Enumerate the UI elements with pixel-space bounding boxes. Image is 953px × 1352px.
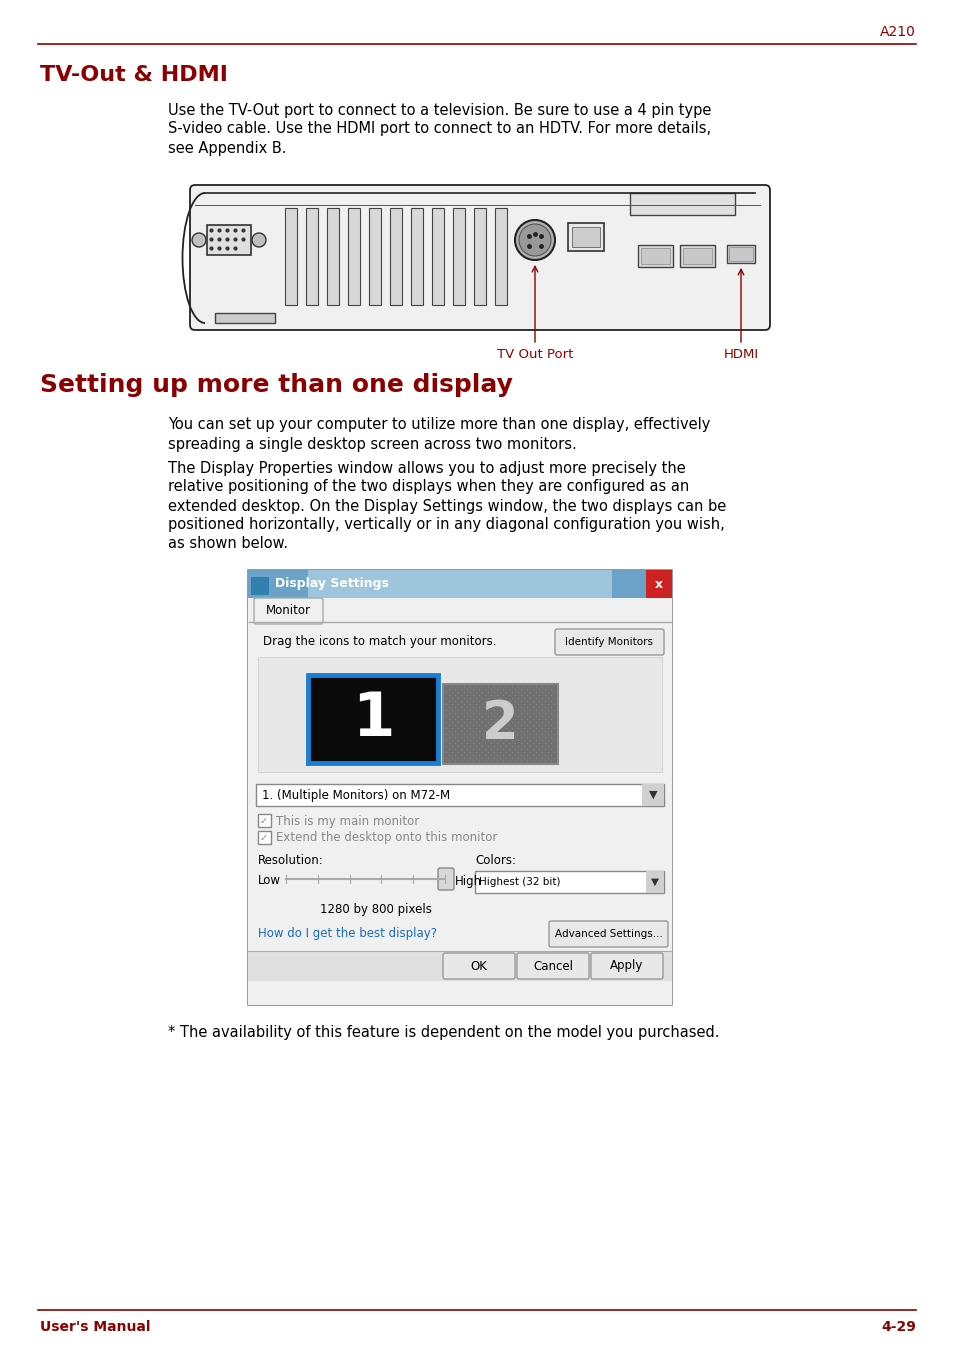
Text: OK: OK	[470, 960, 487, 972]
Text: spreading a single desktop screen across two monitors.: spreading a single desktop screen across…	[168, 437, 577, 452]
Text: positioned horizontally, vertically or in any diagonal configuration you wish,: positioned horizontally, vertically or i…	[168, 518, 724, 533]
Text: S-video cable. Use the HDMI port to connect to an HDTV. For more details,: S-video cable. Use the HDMI port to conn…	[168, 122, 710, 137]
Bar	[248, 571, 671, 1005]
Text: You can set up your computer to utilize more than one display, effectively: You can set up your computer to utilize …	[168, 418, 710, 433]
Text: User's Manual: User's Manual	[40, 1320, 151, 1334]
Bar	[257, 831, 271, 844]
Bar	[572, 227, 599, 247]
Bar	[726, 245, 754, 264]
FancyBboxPatch shape	[437, 868, 454, 890]
Text: Extend the desktop onto this monitor: Extend the desktop onto this monitor	[275, 831, 497, 845]
Text: see Appendix B.: see Appendix B.	[168, 141, 286, 155]
Bar	[442, 684, 558, 764]
Text: ▼: ▼	[648, 790, 657, 800]
Text: Highest (32 bit): Highest (32 bit)	[478, 877, 560, 887]
Bar	[369, 208, 380, 306]
Bar	[432, 208, 443, 306]
FancyBboxPatch shape	[442, 953, 515, 979]
Text: Identify Monitors: Identify Monitors	[565, 637, 653, 648]
Text: Low: Low	[257, 875, 281, 887]
Bar	[348, 208, 359, 306]
FancyBboxPatch shape	[548, 921, 667, 946]
Bar	[257, 814, 271, 827]
Bar	[248, 571, 671, 598]
Bar	[248, 598, 671, 1005]
Text: 1280 by 800 pixels: 1280 by 800 pixels	[319, 903, 431, 915]
Text: Drag the icons to match your monitors.: Drag the icons to match your monitors.	[263, 635, 496, 649]
Bar	[207, 224, 251, 256]
Text: Advanced Settings...: Advanced Settings...	[554, 929, 661, 940]
FancyBboxPatch shape	[253, 598, 323, 625]
Text: HDMI: HDMI	[722, 349, 758, 361]
FancyBboxPatch shape	[555, 629, 663, 654]
Text: as shown below.: as shown below.	[168, 537, 288, 552]
Text: Cancel: Cancel	[533, 960, 573, 972]
Bar	[308, 571, 612, 598]
Bar	[453, 208, 464, 306]
Bar	[257, 657, 661, 772]
Text: 4-29: 4-29	[881, 1320, 915, 1334]
Bar	[640, 247, 669, 264]
Text: TV Out Port: TV Out Port	[497, 349, 573, 361]
Bar	[255, 784, 663, 806]
Text: Setting up more than one display: Setting up more than one display	[40, 373, 513, 397]
Ellipse shape	[192, 233, 206, 247]
Text: ✓: ✓	[260, 817, 268, 826]
Text: Colors:: Colors:	[475, 854, 516, 868]
Bar	[308, 675, 437, 763]
Text: Apply: Apply	[610, 960, 643, 972]
Bar	[645, 871, 663, 894]
Text: extended desktop. On the Display Settings window, the two displays can be: extended desktop. On the Display Setting…	[168, 499, 725, 514]
Text: Use the TV-Out port to connect to a television. Be sure to use a 4 pin type: Use the TV-Out port to connect to a tele…	[168, 103, 711, 118]
Bar	[327, 208, 338, 306]
Bar	[728, 247, 752, 261]
Ellipse shape	[252, 233, 266, 247]
Text: relative positioning of the two displays when they are configured as an: relative positioning of the two displays…	[168, 480, 688, 495]
Text: ▼: ▼	[650, 877, 659, 887]
Bar	[679, 245, 714, 266]
Bar	[390, 208, 401, 306]
Bar	[285, 208, 296, 306]
Text: Resolution:: Resolution:	[257, 854, 323, 868]
Text: * The availability of this feature is dependent on the model you purchased.: * The availability of this feature is de…	[168, 1026, 719, 1041]
Bar	[475, 871, 663, 894]
FancyBboxPatch shape	[590, 953, 662, 979]
Text: 1: 1	[352, 690, 394, 749]
Text: The Display Properties window allows you to adjust more precisely the: The Display Properties window allows you…	[168, 461, 685, 476]
Text: ✓: ✓	[260, 833, 268, 844]
Bar	[682, 247, 711, 264]
Text: 2: 2	[481, 698, 518, 750]
Text: x: x	[655, 577, 662, 591]
Bar	[495, 208, 506, 306]
Bar	[214, 314, 274, 323]
Text: A210: A210	[880, 24, 915, 39]
Text: This is my main monitor: This is my main monitor	[275, 814, 418, 827]
Bar	[645, 571, 671, 598]
Bar	[629, 193, 734, 215]
Bar	[567, 223, 603, 251]
FancyBboxPatch shape	[517, 953, 588, 979]
Bar	[474, 208, 485, 306]
Bar	[638, 245, 672, 266]
FancyBboxPatch shape	[190, 185, 769, 330]
Text: Monitor: Monitor	[266, 604, 311, 618]
Bar	[306, 208, 317, 306]
Circle shape	[518, 224, 551, 256]
Bar	[248, 950, 671, 982]
Bar	[251, 577, 269, 595]
Text: High: High	[455, 875, 481, 887]
Bar	[641, 784, 663, 806]
Circle shape	[515, 220, 555, 260]
Text: How do I get the best display?: How do I get the best display?	[257, 926, 436, 940]
Bar	[411, 208, 422, 306]
Text: TV-Out & HDMI: TV-Out & HDMI	[40, 65, 228, 85]
Text: Display Settings: Display Settings	[274, 577, 389, 591]
Text: 1. (Multiple Monitors) on M72-M: 1. (Multiple Monitors) on M72-M	[262, 788, 450, 802]
